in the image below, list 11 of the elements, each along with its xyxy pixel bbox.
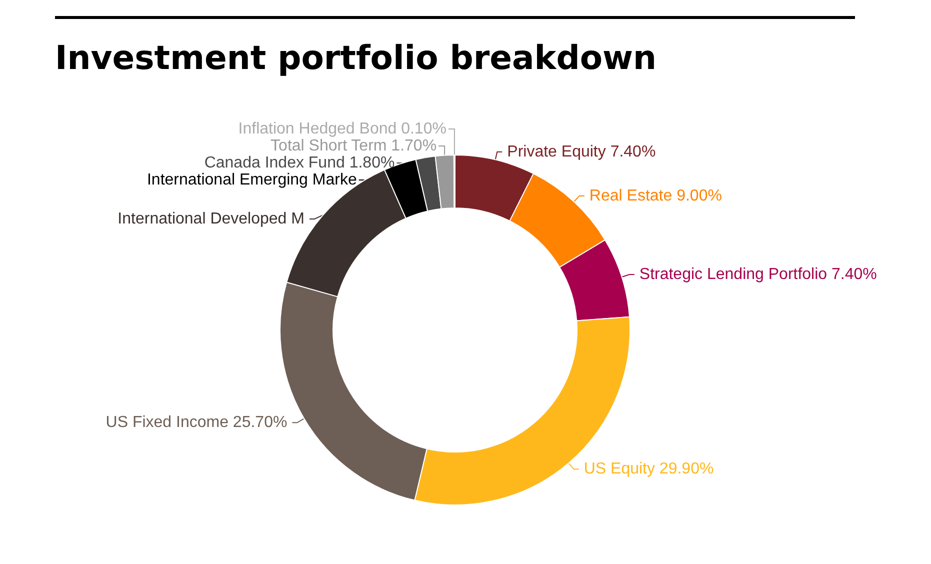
slice-label: Private Equity 7.40% [507, 143, 656, 160]
slice-label: Total Short Term 1.70% [270, 138, 437, 154]
slice-label: International Developed M [118, 210, 304, 228]
slice-label: US Equity 29.90% [584, 460, 714, 478]
slice-label: US Fixed Income 25.70% [106, 414, 288, 432]
slice-label: Inflation Hedged Bond 0.10% [238, 120, 446, 138]
slice-label: International Emerging Marke [146, 172, 357, 188]
slice-label: Canada Index Fund 1.80% [204, 154, 395, 172]
slice-label: Strategic Lending Portfolio 7.40% [639, 266, 877, 284]
chart-title: Investment portfolio breakdown [55, 38, 657, 77]
slice-label: Real Estate 9.00% [589, 187, 722, 204]
